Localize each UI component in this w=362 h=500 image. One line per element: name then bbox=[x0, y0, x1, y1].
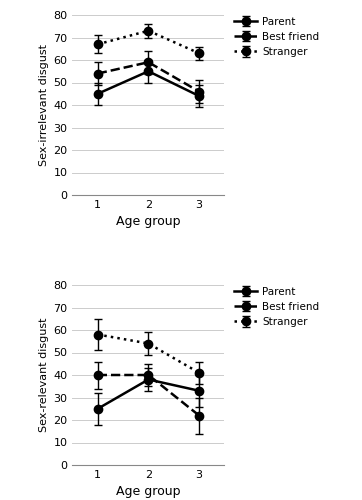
X-axis label: Age group: Age group bbox=[116, 216, 181, 228]
Legend: Parent, Best friend, Stranger: Parent, Best friend, Stranger bbox=[234, 286, 319, 327]
Legend: Parent, Best friend, Stranger: Parent, Best friend, Stranger bbox=[234, 16, 319, 57]
X-axis label: Age group: Age group bbox=[116, 486, 181, 498]
Y-axis label: Sex-irrelevant disgust: Sex-irrelevant disgust bbox=[39, 44, 49, 166]
Y-axis label: Sex-relevant disgust: Sex-relevant disgust bbox=[39, 318, 49, 432]
